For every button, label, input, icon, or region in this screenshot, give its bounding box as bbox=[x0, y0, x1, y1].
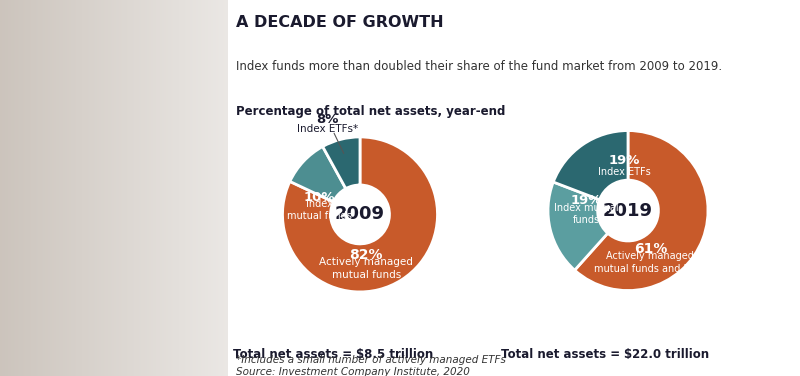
Text: $22.0 trillion: $22.0 trillion bbox=[624, 348, 709, 361]
Text: 2009: 2009 bbox=[335, 205, 385, 223]
Text: Actively managed
mutual funds: Actively managed mutual funds bbox=[319, 258, 413, 280]
Text: A DECADE OF GROWTH: A DECADE OF GROWTH bbox=[236, 15, 444, 30]
Text: 8%: 8% bbox=[316, 114, 338, 126]
Wedge shape bbox=[554, 130, 628, 200]
Text: *Includes a small number of actively managed ETFs: *Includes a small number of actively man… bbox=[236, 355, 506, 365]
Text: 19%: 19% bbox=[570, 194, 602, 208]
Text: 82%: 82% bbox=[350, 248, 383, 262]
Text: 10%: 10% bbox=[304, 191, 335, 204]
Text: Index mutual
funds: Index mutual funds bbox=[554, 203, 618, 225]
Text: Index funds more than doubled their share of the fund market from 2009 to 2019.: Index funds more than doubled their shar… bbox=[236, 60, 722, 73]
Text: Total net assets =: Total net assets = bbox=[501, 348, 624, 361]
Text: Index
mutual funds: Index mutual funds bbox=[287, 199, 352, 221]
Text: 19%: 19% bbox=[608, 155, 640, 167]
Wedge shape bbox=[290, 147, 346, 202]
Text: Index ETFs*: Index ETFs* bbox=[297, 124, 358, 134]
Text: 2019: 2019 bbox=[603, 202, 653, 220]
Wedge shape bbox=[282, 137, 438, 292]
Text: 61%: 61% bbox=[634, 242, 667, 256]
Text: $8.5 trillion: $8.5 trillion bbox=[356, 348, 434, 361]
Text: Total net assets =: Total net assets = bbox=[233, 348, 356, 361]
Wedge shape bbox=[548, 182, 608, 270]
Text: Source: Investment Company Institute, 2020: Source: Investment Company Institute, 20… bbox=[236, 367, 470, 376]
Text: Percentage of total net assets, year-end: Percentage of total net assets, year-end bbox=[236, 105, 506, 118]
Text: Index ETFs: Index ETFs bbox=[598, 167, 650, 177]
Wedge shape bbox=[574, 130, 708, 291]
Wedge shape bbox=[322, 137, 360, 189]
Text: Actively managed
mutual funds and ETFs: Actively managed mutual funds and ETFs bbox=[594, 252, 706, 274]
